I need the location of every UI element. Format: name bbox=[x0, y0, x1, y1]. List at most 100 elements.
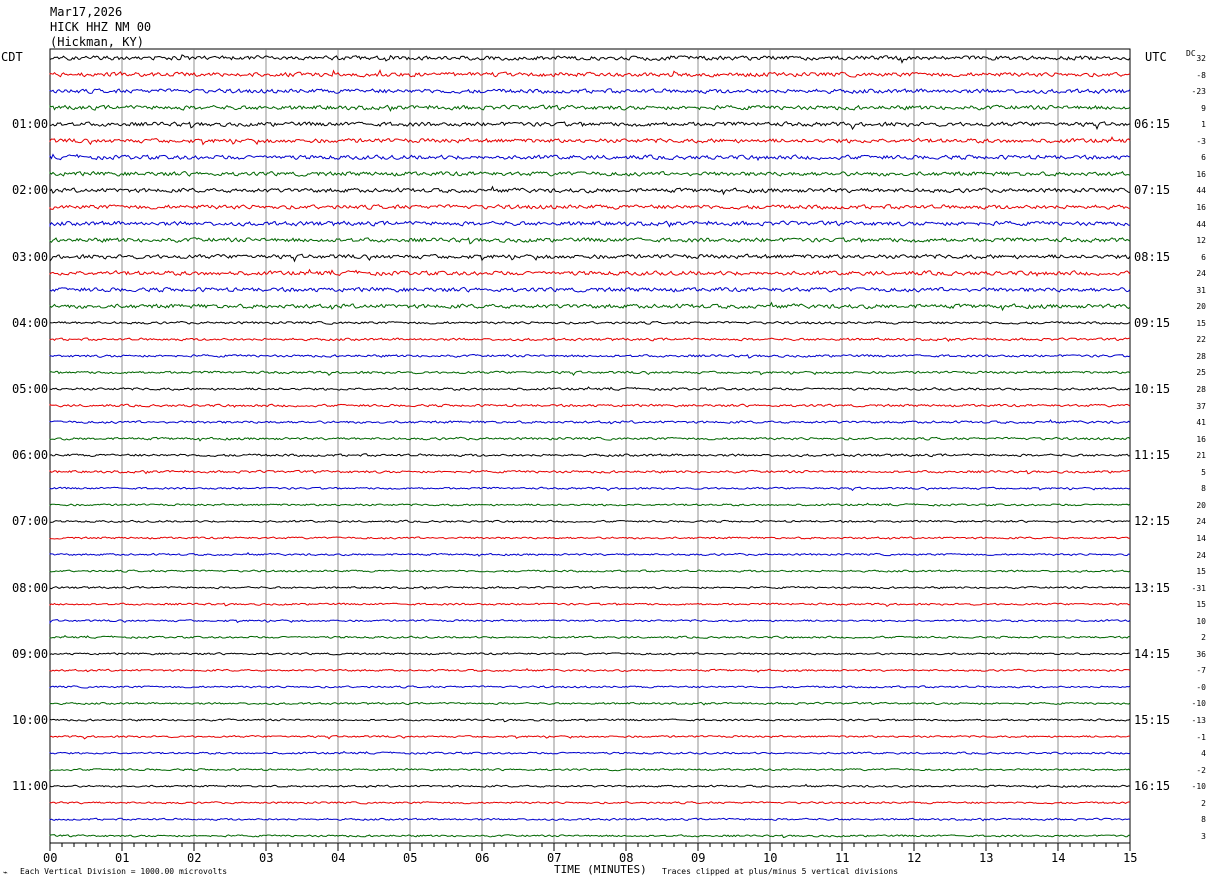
x-tick-label: 11 bbox=[835, 851, 850, 865]
trace-row-2 bbox=[49, 88, 1131, 95]
trace-row-10 bbox=[49, 220, 1131, 228]
left-hour-label: 09:00 bbox=[12, 646, 49, 661]
left-hour-label: 04:00 bbox=[12, 315, 49, 330]
dc-offset-label: -31 bbox=[1191, 583, 1206, 593]
trace-row-26 bbox=[49, 486, 1131, 492]
dc-offset-label: 9 bbox=[1201, 103, 1206, 113]
dc-offset-label: -0 bbox=[1196, 682, 1206, 692]
trace-row-8 bbox=[49, 185, 1131, 196]
station-label: HICK HHZ NM 00 bbox=[50, 20, 152, 34]
trace-row-3 bbox=[49, 104, 1131, 113]
x-tick-label: 02 bbox=[187, 851, 202, 865]
trace-row-11 bbox=[49, 237, 1131, 245]
dc-offset-label: -1 bbox=[1196, 732, 1206, 742]
trace-row-39 bbox=[49, 701, 1131, 706]
left-timezone-label: CDT bbox=[1, 50, 23, 64]
trace-row-37 bbox=[49, 667, 1131, 673]
x-tick-label: 03 bbox=[259, 851, 274, 865]
trace-row-17 bbox=[49, 337, 1131, 343]
left-hour-label: 07:00 bbox=[12, 514, 49, 529]
dc-offset-label: 20 bbox=[1196, 500, 1206, 510]
x-tick-label: 00 bbox=[43, 851, 58, 865]
dc-offset-label: 41 bbox=[1196, 418, 1206, 428]
trace-row-30 bbox=[49, 552, 1131, 557]
plot-frame bbox=[49, 48, 1131, 844]
trace-row-1 bbox=[49, 69, 1131, 78]
dc-offset-label: 2 bbox=[1201, 633, 1206, 643]
trace-row-34 bbox=[49, 619, 1131, 625]
dc-offset-label: 3 bbox=[1201, 831, 1206, 841]
right-hour-label: 12:15 bbox=[1134, 514, 1171, 529]
trace-row-44 bbox=[49, 783, 1131, 789]
trace-row-25 bbox=[49, 469, 1131, 475]
x-tick-label: 09 bbox=[691, 851, 706, 865]
right-hour-label: 08:15 bbox=[1134, 249, 1171, 264]
dc-offset-label: 10 bbox=[1196, 616, 1206, 626]
dc-offset-label: 32 bbox=[1196, 54, 1206, 63]
left-hour-label: 01:00 bbox=[12, 117, 49, 132]
trace-row-5 bbox=[49, 136, 1131, 146]
dc-offset-label: -8 bbox=[1196, 70, 1206, 80]
trace-row-6 bbox=[49, 153, 1131, 162]
trace-row-0 bbox=[49, 54, 1131, 64]
trace-row-15 bbox=[49, 301, 1131, 312]
dc-offset-label: 24 bbox=[1196, 550, 1206, 560]
x-tick-label: 12 bbox=[907, 851, 922, 865]
trace-row-32 bbox=[49, 585, 1131, 590]
dc-offset-label: -2 bbox=[1196, 765, 1206, 775]
trace-row-22 bbox=[49, 419, 1131, 425]
trace-row-40 bbox=[49, 718, 1131, 723]
dc-offset-label: 24 bbox=[1196, 517, 1206, 527]
trace-row-24 bbox=[49, 453, 1131, 458]
clip-note: Traces clipped at plus/minus 5 vertical … bbox=[662, 867, 899, 876]
trace-row-4 bbox=[49, 121, 1131, 131]
trace-row-38 bbox=[49, 685, 1131, 689]
dc-offset-label: 4 bbox=[1201, 749, 1206, 759]
left-hour-label: 02:00 bbox=[12, 183, 49, 198]
x-tick-label: 04 bbox=[331, 851, 346, 865]
trace-row-19 bbox=[49, 370, 1131, 377]
x-tick-label: 01 bbox=[115, 851, 130, 865]
dc-offset-label: 15 bbox=[1196, 318, 1206, 328]
dc-offset-label: 36 bbox=[1196, 649, 1206, 659]
trace-row-31 bbox=[49, 569, 1131, 573]
right-hour-label: 11:15 bbox=[1134, 448, 1171, 463]
left-hour-label: 08:00 bbox=[12, 580, 49, 595]
trace-row-13 bbox=[49, 268, 1131, 277]
trace-row-12 bbox=[49, 253, 1131, 263]
right-hour-label: 09:15 bbox=[1134, 315, 1171, 330]
dc-offset-label: 12 bbox=[1196, 236, 1206, 246]
x-tick-label: 13 bbox=[979, 851, 994, 865]
trace-row-14 bbox=[49, 286, 1131, 293]
dc-offset-label: 22 bbox=[1196, 335, 1206, 345]
right-hour-label: 16:15 bbox=[1134, 779, 1171, 794]
x-tick-label: 15 bbox=[1123, 851, 1138, 865]
trace-row-41 bbox=[49, 734, 1130, 740]
dc-offset-label: 31 bbox=[1196, 285, 1206, 295]
right-hour-label: 13:15 bbox=[1134, 580, 1171, 595]
trace-row-18 bbox=[49, 353, 1131, 359]
scale-note: Each Vertical Division = 1000.00 microvo… bbox=[20, 867, 228, 876]
trace-row-47 bbox=[49, 834, 1131, 839]
date-label: Mar17,2026 bbox=[50, 5, 123, 19]
x-tick-label: 05 bbox=[403, 851, 418, 865]
trace-row-9 bbox=[49, 204, 1131, 210]
trace-row-21 bbox=[49, 403, 1131, 408]
dc-offset-label: -10 bbox=[1191, 782, 1206, 792]
trace-row-23 bbox=[49, 436, 1131, 442]
x-tick-label: 06 bbox=[475, 851, 490, 865]
left-hour-label: 06:00 bbox=[12, 448, 49, 463]
dc-offset-label: 6 bbox=[1201, 252, 1206, 262]
dc-offset-label: 16 bbox=[1196, 169, 1206, 179]
dc-offset-label: -10 bbox=[1191, 699, 1206, 709]
trace-row-16 bbox=[49, 320, 1131, 325]
dc-offset-label: 5 bbox=[1201, 467, 1206, 477]
dc-offset-label: 15 bbox=[1196, 600, 1206, 610]
dc-label: DC bbox=[1186, 49, 1196, 58]
dc-offset-label: 16 bbox=[1196, 434, 1206, 444]
right-hour-label: 10:15 bbox=[1134, 382, 1171, 396]
right-hour-label: 06:15 bbox=[1134, 117, 1171, 132]
dc-offset-label: 1 bbox=[1201, 120, 1206, 130]
trace-row-29 bbox=[49, 536, 1131, 540]
dc-offset-label: 28 bbox=[1196, 351, 1206, 361]
